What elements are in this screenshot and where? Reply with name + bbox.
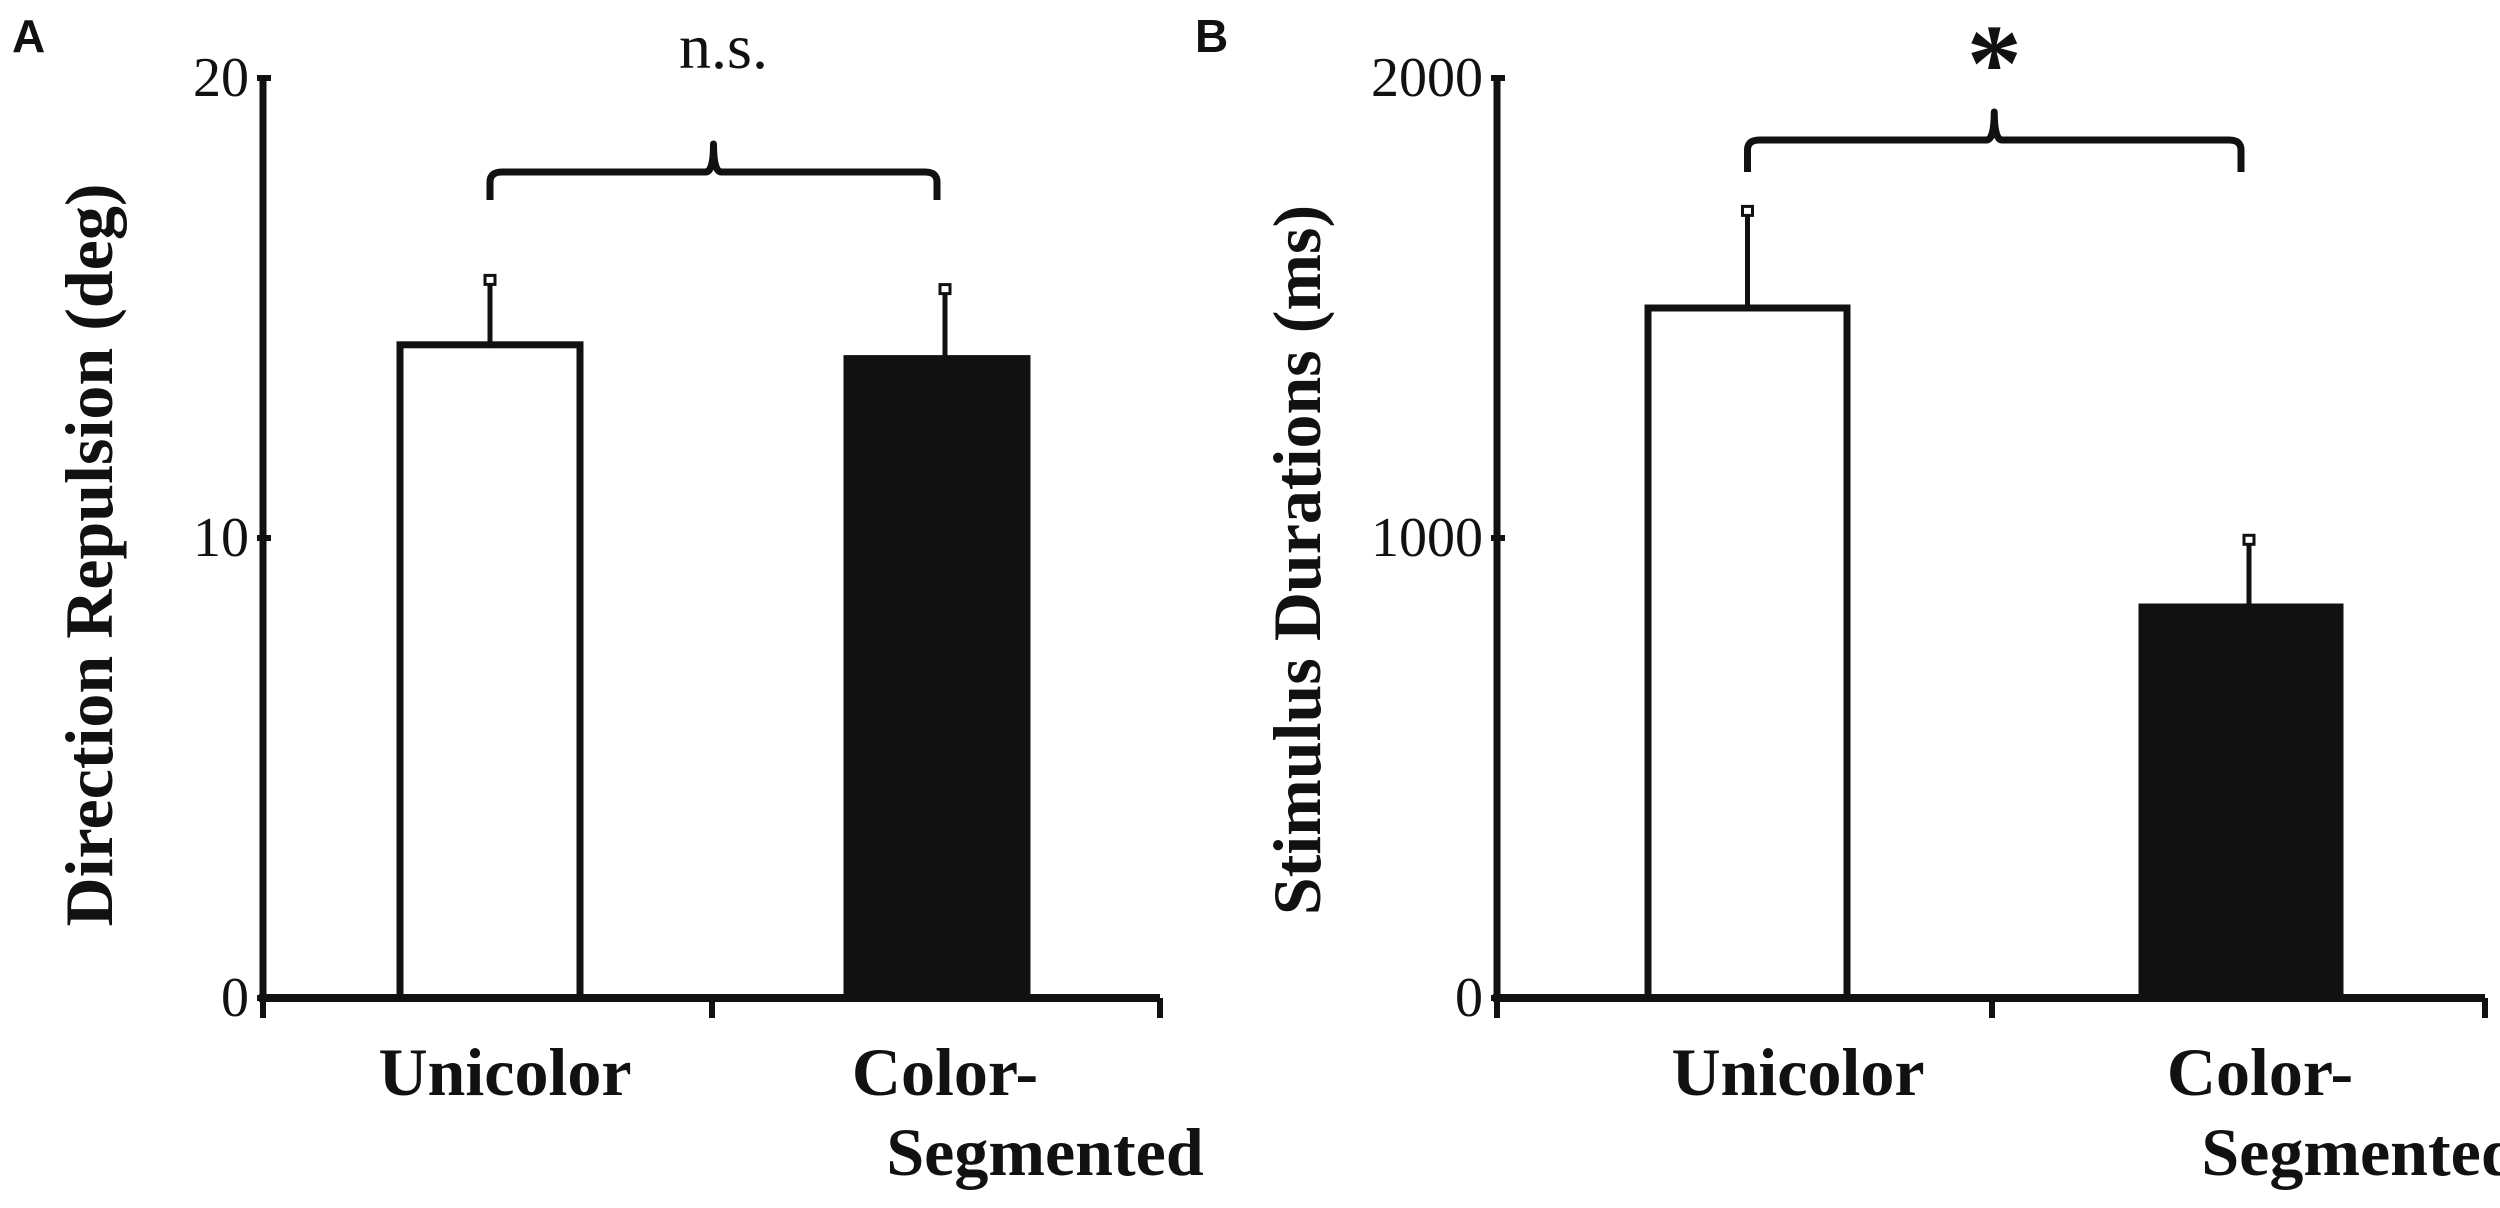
y-axis-label: Direction Repulsion (deg) xyxy=(51,184,127,927)
category-label: Segmented xyxy=(2201,1114,2500,1190)
significance-bracket xyxy=(1744,108,2245,172)
y-tick-label: 0 xyxy=(221,967,249,1029)
bar-2 xyxy=(843,355,1031,1002)
category-label: Color- xyxy=(852,1034,1038,1110)
y-tick-label: 2000 xyxy=(1371,47,1483,109)
panel-letter: A xyxy=(12,10,45,62)
bar-2 xyxy=(2138,603,2344,1002)
error-cap-1 xyxy=(1741,204,1754,217)
category-label: Unicolor xyxy=(378,1034,631,1110)
y-tick-label: 1000 xyxy=(1371,507,1483,569)
chart-panel-b: B 0 1000 2000 Stimulus Durations (ms) Unicolo… xyxy=(1195,2,2500,1190)
bar-1 xyxy=(396,341,584,1002)
significance-label: n.s. xyxy=(679,11,768,82)
significance-label: * xyxy=(1967,2,2022,124)
chart-panel-a: A 0 10 20 Direction Repulsion (deg) Unicolor C… xyxy=(12,10,1204,1190)
y-axis-label: Stimulus Durations (ms) xyxy=(1259,205,1335,915)
category-label: Unicolor xyxy=(1671,1034,1924,1110)
y-tick-label: 10 xyxy=(193,507,249,569)
category-label: Segmented xyxy=(886,1114,1203,1190)
significance-bracket xyxy=(486,140,941,200)
y-tick-label: 0 xyxy=(1455,967,1483,1029)
bar-1 xyxy=(1644,304,1851,1002)
error-cap-1 xyxy=(483,273,497,286)
error-cap-2 xyxy=(2242,533,2256,546)
error-cap-2 xyxy=(938,283,952,296)
y-tick-label: 20 xyxy=(193,47,249,109)
category-label: Color- xyxy=(2167,1034,2353,1110)
panel-letter: B xyxy=(1195,10,1228,62)
